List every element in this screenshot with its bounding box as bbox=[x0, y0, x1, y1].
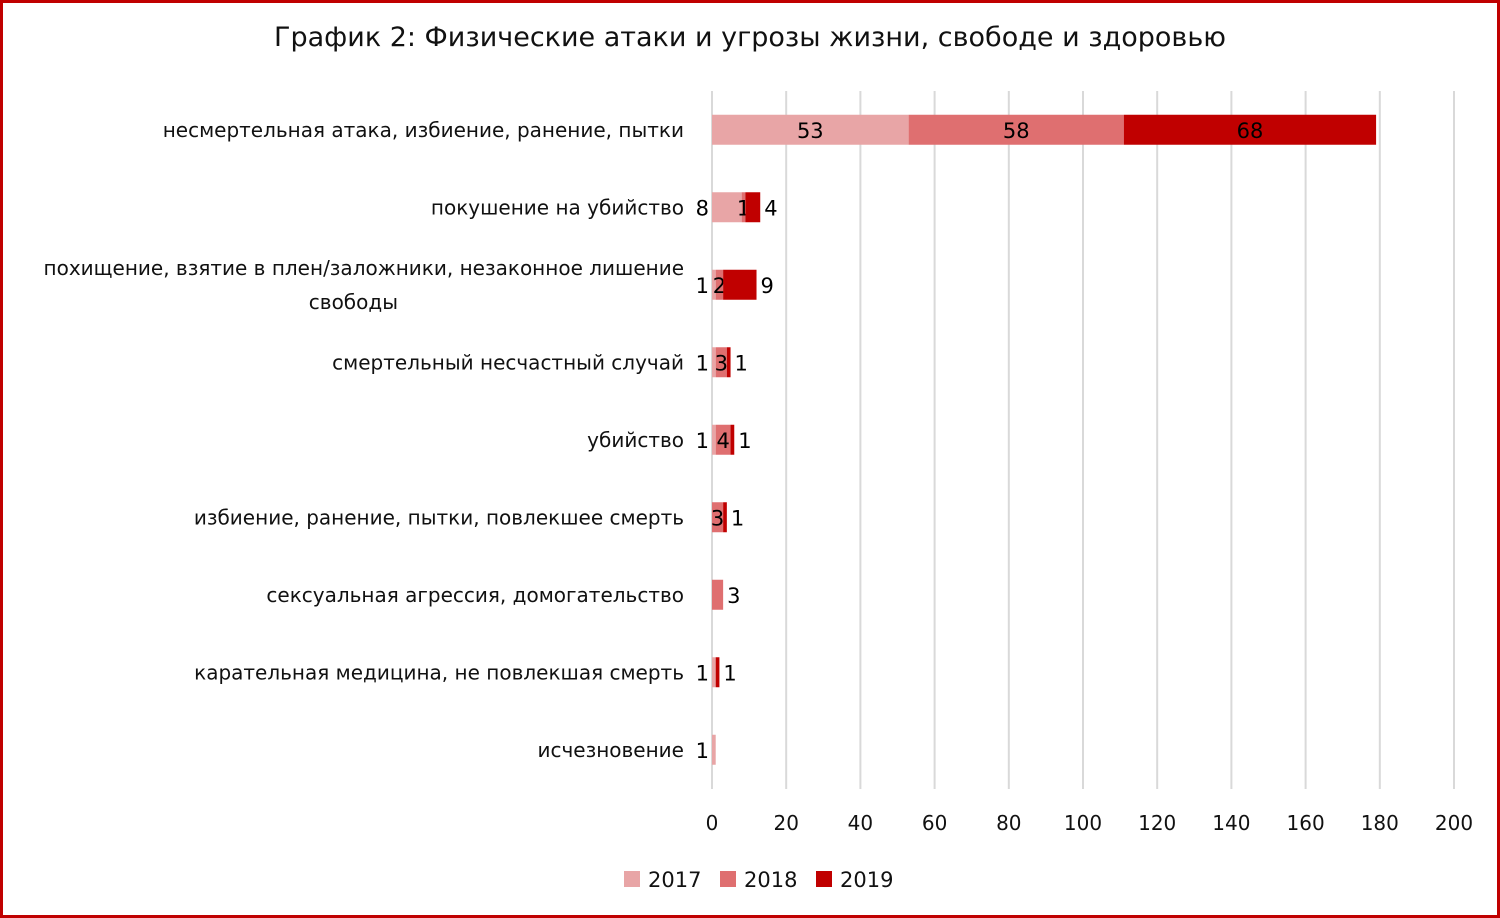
legend-swatch-2017 bbox=[624, 871, 640, 887]
category-label: убийство bbox=[587, 428, 684, 452]
data-label: 8 bbox=[696, 196, 709, 220]
data-label: 1 bbox=[723, 661, 736, 685]
bar-segment-2019 bbox=[1123, 114, 1377, 145]
category-label: сексуальная агрессия, домогательство bbox=[266, 583, 684, 607]
bar-segment-2017 bbox=[712, 269, 716, 300]
data-label: 68 bbox=[1237, 119, 1264, 143]
x-tick-label: 40 bbox=[848, 811, 873, 835]
bar-segment-2019 bbox=[730, 424, 735, 455]
bar-segment-2018 bbox=[715, 269, 724, 300]
x-tick-label: 80 bbox=[996, 811, 1021, 835]
bar-segment-2018 bbox=[741, 192, 746, 223]
category-label: карательная медицина, не повлекшая смерт… bbox=[194, 660, 684, 684]
legend-label: 2018 bbox=[744, 868, 797, 892]
x-tick-label: 20 bbox=[773, 811, 798, 835]
bar-segment-2019 bbox=[745, 192, 761, 223]
data-label: 3 bbox=[711, 506, 724, 530]
bar-segment-2017 bbox=[712, 347, 716, 378]
bar-segment-2018 bbox=[908, 114, 1124, 145]
bar-segment-2018 bbox=[715, 347, 727, 378]
legend-label: 2017 bbox=[648, 868, 701, 892]
data-label: 3 bbox=[727, 584, 740, 608]
legend-swatch-2018 bbox=[720, 871, 736, 887]
bar-segment-2019 bbox=[723, 502, 727, 533]
data-label: 4 bbox=[716, 429, 729, 453]
bar-segment-2017 bbox=[712, 192, 742, 223]
data-label: 1 bbox=[735, 351, 748, 375]
data-label: 1 bbox=[696, 739, 709, 763]
data-label: 1 bbox=[696, 274, 709, 298]
bar-segment-2019 bbox=[723, 269, 757, 300]
data-label: 1 bbox=[731, 506, 744, 530]
category-label: похищение, взятие в плен/заложники, неза… bbox=[44, 256, 684, 314]
data-label: 1 bbox=[696, 429, 709, 453]
data-label: 1 bbox=[696, 661, 709, 685]
data-label: 2 bbox=[713, 274, 726, 298]
bar-segment-2019 bbox=[715, 657, 720, 688]
data-label: 1 bbox=[696, 351, 709, 375]
legend-label: 2019 bbox=[840, 868, 893, 892]
legend-swatch-2019 bbox=[816, 871, 832, 887]
x-tick-label: 120 bbox=[1138, 811, 1176, 835]
data-label: 3 bbox=[715, 351, 728, 375]
category-label: несмертельная атака, избиение, ранение, … bbox=[163, 118, 684, 142]
bar-segment-2017 bbox=[712, 424, 716, 455]
category-label: покушение на убийство bbox=[431, 195, 684, 219]
x-tick-label: 60 bbox=[922, 811, 947, 835]
x-tick-label: 100 bbox=[1064, 811, 1102, 835]
bar-segment-2019 bbox=[726, 347, 731, 378]
category-label: смертельный несчастный случай bbox=[332, 350, 684, 374]
data-label: 1 bbox=[738, 429, 751, 453]
bar-segment-2017 bbox=[712, 734, 716, 765]
data-label: 9 bbox=[761, 274, 774, 298]
x-tick-label: 160 bbox=[1287, 811, 1325, 835]
bar-segment-2018 bbox=[712, 579, 724, 610]
chart-title: График 2: Физические атаки и угрозы жизн… bbox=[274, 22, 1226, 53]
data-label: 4 bbox=[764, 196, 777, 220]
data-label: 58 bbox=[1003, 119, 1030, 143]
data-label: 53 bbox=[797, 119, 824, 143]
bar-segment-2018 bbox=[712, 502, 724, 533]
x-tick-label: 200 bbox=[1435, 811, 1473, 835]
x-tick-label: 180 bbox=[1361, 811, 1399, 835]
bar-segment-2018 bbox=[715, 424, 731, 455]
category-label: избиение, ранение, пытки, повлекшее смер… bbox=[194, 505, 684, 529]
category-label-line: похищение, взятие в плен/заложники, неза… bbox=[44, 256, 684, 280]
category-label-line: свободы bbox=[309, 290, 398, 314]
x-tick-label: 140 bbox=[1212, 811, 1250, 835]
bar-segment-2017 bbox=[712, 114, 909, 145]
x-tick-label: 0 bbox=[706, 811, 719, 835]
category-label: исчезновение bbox=[537, 738, 684, 762]
bar-segment-2017 bbox=[712, 657, 716, 688]
